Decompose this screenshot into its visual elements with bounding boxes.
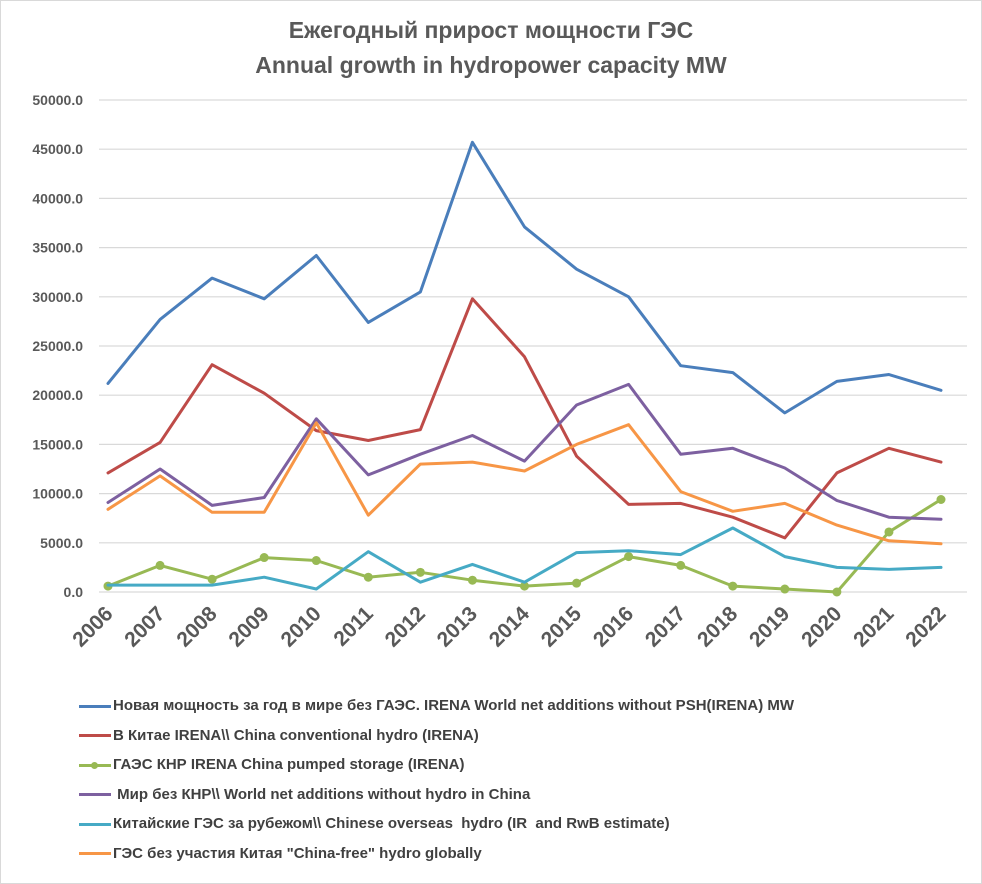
data-point <box>624 552 634 562</box>
x-tick-label: 2022 <box>901 602 950 651</box>
data-point <box>311 556 321 566</box>
legend-line-icon <box>79 817 111 831</box>
data-point <box>520 581 529 591</box>
x-tick-label: 2012 <box>381 602 430 651</box>
data-point <box>936 495 946 505</box>
y-tick-label: 0.0 <box>64 584 84 600</box>
series-2 <box>103 495 946 597</box>
chart-title: Ежегодный прирост мощности ГЭС Annual gr… <box>1 13 981 83</box>
x-tick-label: 2016 <box>589 602 638 651</box>
y-tick-label: 5000.0 <box>40 535 83 551</box>
y-tick-label: 35000.0 <box>32 240 83 256</box>
legend-label: ГАЭС КНР IRENA China pumped storage (IRE… <box>113 756 465 774</box>
series-line <box>106 421 943 546</box>
legend-label: В Китае IRENA\\ China conventional hydro… <box>113 726 479 744</box>
legend-label: Мир без КНР\\ World net additions withou… <box>113 785 531 803</box>
x-tick-label: 2010 <box>276 602 325 651</box>
y-tick-label: 25000.0 <box>32 338 83 354</box>
x-tick-label: 2018 <box>693 602 743 652</box>
series-line <box>106 382 943 521</box>
x-tick-label: 2011 <box>329 602 378 651</box>
x-tick-label: 2020 <box>797 602 846 651</box>
y-tick-label: 10000.0 <box>32 486 83 502</box>
series-5 <box>106 421 943 546</box>
x-tick-label: 2007 <box>120 602 169 651</box>
legend-line-icon <box>79 846 111 860</box>
legend-item: Китайские ГЭС за рубежом\\ Chinese overs… <box>79 809 794 839</box>
series-line <box>106 297 943 540</box>
y-tick-label: 20000.0 <box>32 387 83 403</box>
x-tick-label: 2006 <box>68 602 117 651</box>
legend-item: Мир без КНР\\ World net additions withou… <box>79 780 794 810</box>
y-tick-label: 15000.0 <box>32 436 83 452</box>
chart-title-line-2: Annual growth in hydropower capacity MW <box>255 52 727 78</box>
data-point <box>572 578 582 588</box>
data-point <box>832 587 842 597</box>
x-tick-label: 2008 <box>172 602 222 652</box>
data-point <box>780 584 790 594</box>
y-tick-label: 45000.0 <box>32 141 83 157</box>
data-point <box>728 581 738 591</box>
gridlines <box>99 99 967 593</box>
series-lines <box>103 140 946 597</box>
legend-line-icon <box>79 758 111 772</box>
legend-label: ГЭС без участия Китая "China-free" hydro… <box>113 844 482 862</box>
series-1 <box>106 297 943 540</box>
x-tick-label: 2009 <box>224 602 273 651</box>
plot-area: 0.0 5000.0 10000.0 15000.0 20000.0 25000.0 300… <box>32 92 967 652</box>
y-tick-label: 50000.0 <box>32 92 83 108</box>
series-line <box>106 526 943 591</box>
legend-item: ГАЭС КНР IRENA China pumped storage (IRE… <box>79 750 794 780</box>
chart-title-line-1: Ежегодный прирост мощности ГЭС <box>288 17 694 43</box>
x-tick-label: 2013 <box>433 602 482 651</box>
x-tick-label: 2021 <box>849 602 899 652</box>
x-axis: 2006 2007 2008 2009 2010 2011 2012 2013 2014 2015… <box>68 602 950 652</box>
legend-item: ГЭС без участия Китая "China-free" hydro… <box>79 839 794 869</box>
y-tick-label: 40000.0 <box>32 190 83 206</box>
legend-item: Новая мощность за год в мире без ГАЭС. I… <box>79 691 794 721</box>
y-axis: 0.0 5000.0 10000.0 15000.0 20000.0 25000.0 300… <box>32 92 83 600</box>
data-point <box>155 560 165 570</box>
legend-label: Китайские ГЭС за рубежом\\ Chinese overs… <box>113 815 670 833</box>
series-line <box>106 140 943 415</box>
data-point <box>884 527 894 537</box>
legend-line-icon <box>79 728 111 742</box>
x-tick-label: 2019 <box>745 602 794 651</box>
data-point <box>467 575 477 585</box>
data-point <box>676 560 686 570</box>
series-4 <box>106 526 943 591</box>
legend-label: Новая мощность за год в мире без ГАЭС. I… <box>113 697 795 715</box>
legend-line-icon <box>79 699 111 713</box>
data-point <box>207 574 217 584</box>
legend-item: В Китае IRENA\\ China conventional hydro… <box>79 721 794 751</box>
legend: Новая мощность за год в мире без ГАЭС. I… <box>79 691 794 868</box>
x-tick-label: 2015 <box>537 602 587 652</box>
data-point <box>363 572 373 582</box>
data-point <box>415 567 425 577</box>
legend-line-icon <box>79 787 111 801</box>
series-3 <box>106 382 943 521</box>
series-0 <box>106 140 943 415</box>
x-tick-label: 2017 <box>641 602 690 651</box>
data-point <box>259 553 269 563</box>
x-tick-label: 2014 <box>485 602 535 652</box>
y-tick-label: 30000.0 <box>32 289 83 305</box>
